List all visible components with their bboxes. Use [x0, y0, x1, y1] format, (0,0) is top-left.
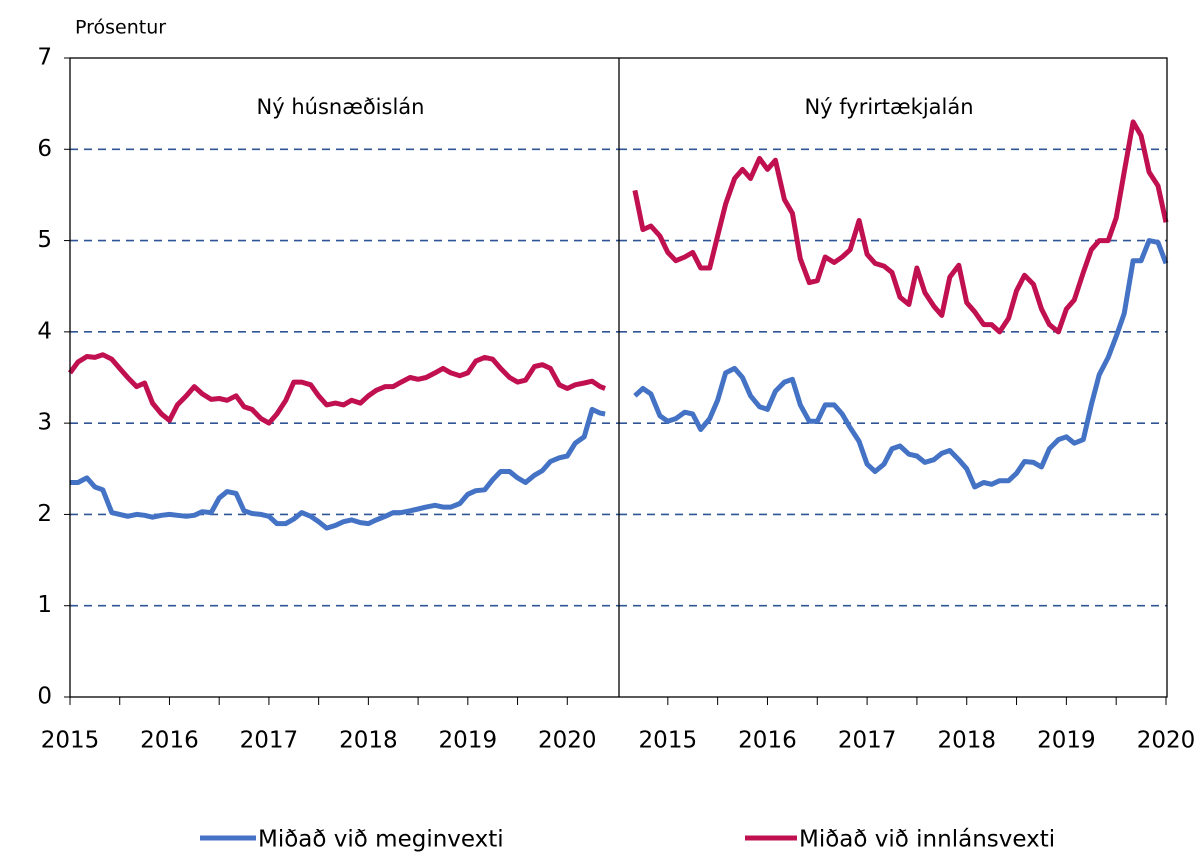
y-tick-label: 1 [37, 592, 52, 618]
panel-title: Ný fyrirtækjalán [804, 95, 973, 119]
x-tick-label: 2016 [140, 728, 199, 754]
y-tick-label: 2 [37, 501, 52, 527]
x-tick-label: 2016 [738, 728, 797, 754]
x-tick-label: 2020 [1137, 728, 1196, 754]
y-tick-label: 7 [37, 45, 52, 71]
legend-label: Miðað við meginvexti [258, 827, 504, 853]
line-series [70, 406, 606, 531]
y-tick-label: 6 [37, 136, 52, 162]
x-tick-label: 2018 [937, 728, 996, 754]
x-tick-label: 2015 [41, 728, 100, 754]
y-tick-label: 5 [37, 227, 52, 253]
y-tick-label: 3 [37, 410, 52, 436]
y-tick-label: 0 [37, 684, 52, 710]
x-tick-label: 2018 [339, 728, 398, 754]
x-tick-label: 2020 [538, 728, 597, 754]
x-tick-label: 2017 [240, 728, 299, 754]
x-tick-label: 2015 [639, 728, 698, 754]
line-series [67, 352, 606, 426]
y-axis-label: Prósentur [75, 17, 166, 39]
x-tick-label: 2019 [1037, 728, 1096, 754]
panel-title: Ný húsnæðislán [257, 95, 425, 119]
legend-label: Miðað við innlánsvexti [799, 827, 1055, 853]
x-tick-label: 2019 [439, 728, 498, 754]
line-series [633, 238, 1169, 490]
y-tick-label: 4 [37, 318, 52, 344]
line-series [632, 119, 1169, 335]
x-tick-label: 2017 [838, 728, 897, 754]
